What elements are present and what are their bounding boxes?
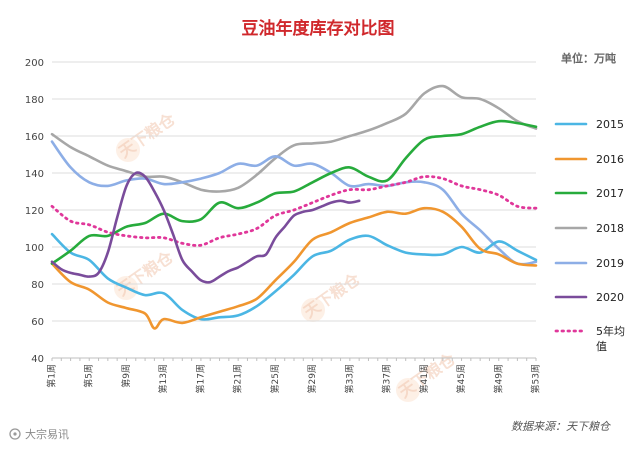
y-tick-label-160: 160: [25, 132, 44, 143]
brand-logo-icon: [9, 428, 21, 440]
x-tick-label-5: 第5周: [83, 364, 95, 388]
x-tick-label-49: 第49周: [492, 364, 504, 393]
watermark-logo-icon: [301, 298, 325, 322]
series-line-5年均值: [50, 175, 538, 247]
x-tick-label-29: 第29周: [306, 364, 318, 393]
x-tick-label-25: 第25周: [269, 364, 281, 393]
legend-label-2017: 2017: [596, 187, 624, 200]
y-tick-label-40: 40: [31, 354, 44, 365]
x-tick-label-33: 第33周: [343, 364, 355, 393]
brand-text: 大宗易讯: [25, 427, 69, 441]
series-line-2015: [50, 232, 538, 321]
series-layer: [50, 84, 538, 330]
legend-label-2018: 2018: [596, 222, 624, 235]
x-tick-label-41: 第41周: [418, 364, 430, 393]
x-tick-label-53: 第53周: [530, 364, 542, 393]
y-tick-label-120: 120: [25, 206, 44, 217]
legend-label-2015: 2015: [596, 118, 624, 131]
brand-mark: 大宗易讯: [9, 427, 69, 441]
x-tick-label-17: 第17周: [194, 364, 206, 393]
series-line-2018: [50, 84, 538, 193]
x-axis: 第1周 第5周 第9周 第13周 第17周 第21周 第25周 第29周 第33周 第37周 第41…: [46, 357, 542, 393]
watermark-logo-icon: [116, 138, 140, 162]
legend-label-2020: 2020: [596, 291, 624, 304]
x-tick-label-21: 第21周: [232, 364, 244, 393]
series-line-2017: [50, 119, 538, 265]
y-axis: 40 60 80 100 120 140 160 180 200: [25, 58, 44, 365]
y-tick-label-100: 100: [25, 243, 44, 254]
series-line-2020: [50, 171, 361, 284]
y-tick-label-80: 80: [31, 280, 44, 291]
legend-label-2016: 2016: [596, 153, 624, 166]
series-line-2019: [50, 140, 538, 266]
legend-label-5年均值-cont: 值: [596, 340, 607, 353]
y-tick-label-180: 180: [25, 95, 44, 106]
source-note: 数据来源：天下粮仓: [511, 420, 611, 433]
legend-label-2019: 2019: [596, 257, 624, 270]
x-tick-label-37: 第37周: [381, 364, 393, 393]
x-tick-label-9: 第9周: [120, 364, 132, 388]
y-tick-label-200: 200: [25, 58, 44, 69]
unit-label: 单位：万吨: [561, 51, 616, 65]
y-tick-label-60: 60: [31, 317, 44, 328]
series-line-2016: [50, 206, 538, 330]
x-tick-label-13: 第13周: [157, 364, 169, 393]
x-tick-label-45: 第45周: [455, 364, 467, 393]
chart-title: 豆油年度库存对比图: [242, 18, 395, 39]
watermark-logo-icon: [396, 378, 420, 402]
x-tick-label-1: 第1周: [46, 364, 58, 388]
y-tick-label-140: 140: [25, 169, 44, 180]
brand-logo-dot-icon: [13, 432, 17, 436]
legend-label-5年均值: 5年均: [596, 324, 625, 338]
